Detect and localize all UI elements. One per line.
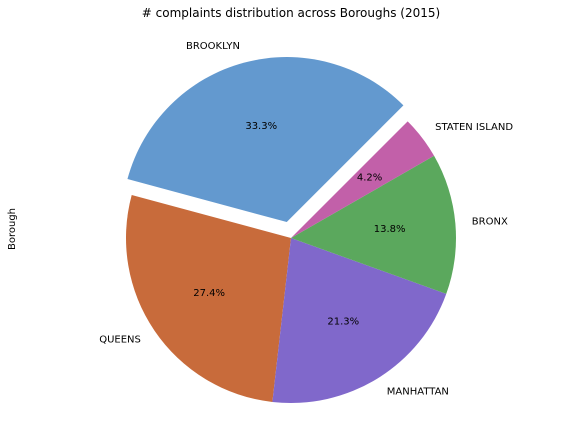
y-axis-label: Borough [7,208,18,250]
pie-slice-bronx [291,155,456,294]
chart-title: # complaints distribution across Borough… [142,6,440,20]
pie-value-label: 4.2% [357,172,382,183]
pie-category-label: BRONX [472,217,508,228]
pie-slice-staten-island [291,121,435,238]
pie-slice-queens [126,194,291,402]
pie-slice-manhattan [272,238,447,403]
pie-slices [126,57,456,403]
pie-category-label: MANHATTAN [387,387,449,398]
pie-category-label: STATEN ISLAND [435,122,513,133]
pie-value-label: 13.8% [374,224,406,235]
pie-value-label: 33.3% [245,121,277,132]
pie-labels: 33.3% BROOKLYN 27.4% QUEENS 21.3% MANHATTAN 13… [99,41,513,397]
pie-category-label: BROOKLYN [186,41,240,52]
pie-category-label: QUEENS [99,335,141,346]
pie-slice-brooklyn [127,57,404,223]
pie-value-label: 21.3% [327,317,359,328]
pie-value-label: 27.4% [193,288,225,299]
